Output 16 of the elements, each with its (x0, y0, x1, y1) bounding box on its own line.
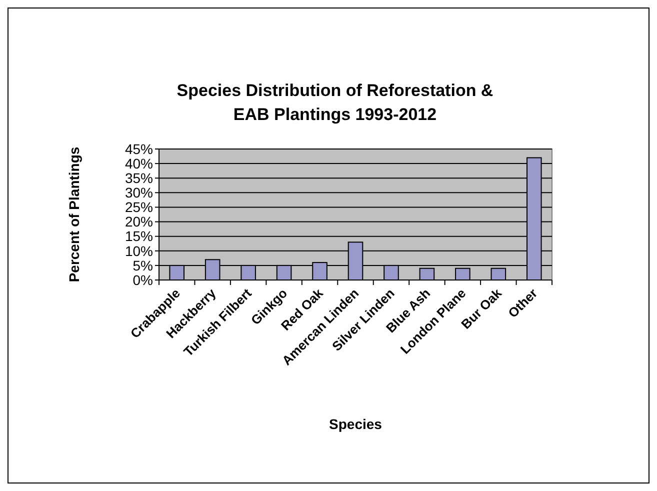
chart-title: Species Distribution of Reforestation & EAB Plantings 1993-2012 (176, 81, 494, 124)
bar (490, 268, 506, 280)
y-tick-label: 0% (132, 272, 153, 288)
y-tick-label: 5% (132, 257, 153, 274)
y-axis-title: Percent of Plantings (66, 146, 82, 282)
y-tick-label: 30% (124, 184, 153, 201)
y-tick-label: 15% (124, 228, 153, 244)
y-tick-label: 25% (124, 199, 153, 216)
y-tick-label: 10% (124, 242, 153, 259)
x-axis-title: Species (329, 416, 382, 432)
y-tick-label: 35% (124, 170, 153, 186)
bar (455, 268, 470, 280)
y-tick-label: 20% (124, 214, 153, 230)
bar (419, 268, 435, 280)
y-tick-label: 45% (124, 140, 153, 157)
y-tick-label: 40% (124, 155, 153, 172)
